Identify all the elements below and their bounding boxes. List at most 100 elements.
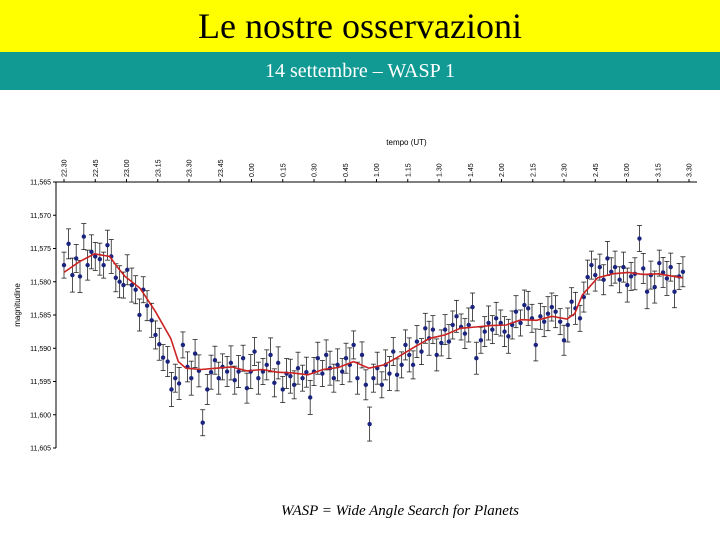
data-point: [462, 331, 468, 336]
data-point: [399, 362, 404, 368]
y-tick-label: 11,580: [30, 279, 51, 286]
data-point: [117, 279, 122, 284]
data-point: [490, 327, 495, 332]
x-tick-label: 3.30: [687, 163, 694, 177]
data-point: [407, 352, 412, 358]
data-point: [113, 275, 119, 280]
data-point: [165, 359, 170, 364]
data-point: [200, 420, 205, 425]
data-point: [454, 314, 459, 319]
data-point: [657, 260, 662, 266]
data-point: [680, 269, 686, 274]
slide-title: Le nostre osservazioni: [198, 6, 522, 46]
data-point: [652, 284, 657, 290]
data-point: [77, 274, 83, 279]
data-point: [307, 395, 313, 400]
x-tick-label: 0.45: [343, 163, 350, 177]
data-point: [216, 375, 221, 381]
data-point: [189, 375, 194, 381]
x-tick-label: 0.30: [312, 163, 319, 177]
data-point: [129, 282, 135, 288]
data-point: [522, 302, 527, 308]
data-point: [212, 358, 218, 363]
data-point: [601, 277, 606, 282]
data-point: [486, 320, 491, 326]
data-point: [70, 272, 75, 278]
data-point: [153, 332, 158, 338]
data-point: [466, 322, 471, 328]
subtitle-band: 14 settembre – WASP 1: [0, 52, 720, 90]
data-point: [73, 256, 79, 261]
data-point: [625, 282, 630, 288]
data-point: [264, 362, 269, 368]
data-point: [621, 264, 626, 270]
data-point: [482, 329, 487, 334]
y-tick-label: 11,585: [30, 313, 51, 320]
data-point: [597, 264, 603, 270]
data-point: [268, 352, 273, 358]
data-point: [137, 312, 142, 318]
y-tick-label: 11,575: [30, 246, 51, 253]
data-point: [343, 356, 349, 361]
data-point: [340, 369, 345, 374]
data-point: [157, 342, 162, 347]
data-point: [628, 274, 634, 279]
data-point: [232, 377, 237, 383]
data-point: [387, 371, 392, 376]
data-point: [672, 289, 677, 294]
x-tick-label: 22.30: [62, 159, 69, 177]
data-point: [612, 264, 618, 270]
title-band: Le nostre osservazioni: [0, 0, 720, 52]
data-point: [403, 342, 408, 348]
data-point: [442, 327, 448, 332]
data-point: [502, 329, 507, 334]
slide-subtitle: 14 settembre – WASP 1: [265, 59, 455, 82]
x-tick-label: 0.00: [249, 163, 256, 177]
data-point: [300, 375, 305, 381]
data-point: [173, 375, 178, 381]
plot-layer: 11,565 11,570 11,575 11,580 11,585 11,590 11,5…: [13, 138, 697, 453]
data-point: [617, 277, 622, 282]
data-point: [97, 256, 103, 262]
data-point: [244, 385, 250, 391]
y-tick-label: 11,565: [30, 180, 51, 187]
data-point: [125, 267, 130, 272]
data-point: [419, 349, 424, 354]
data-point: [105, 242, 110, 248]
data-point: [545, 311, 551, 316]
data-point: [565, 322, 571, 328]
data-point: [367, 421, 372, 427]
data-point: [371, 375, 376, 381]
data-point: [589, 262, 594, 268]
data-point: [291, 382, 297, 388]
data-point: [391, 349, 396, 354]
x-tick-label: 22.45: [93, 159, 100, 177]
data-point: [66, 241, 71, 247]
data-point: [121, 282, 126, 288]
x-tick-label: 2.45: [593, 163, 600, 177]
data-point: [323, 352, 329, 358]
data-point: [660, 270, 666, 275]
data-point: [315, 356, 321, 361]
data-point: [561, 338, 567, 343]
data-point: [569, 299, 574, 304]
y-tick-label: 11,595: [30, 379, 51, 386]
data-point: [513, 309, 519, 314]
light-curve-chart: 11,565 11,570 11,575 11,580 11,585 11,590 11,5…: [13, 138, 697, 453]
y-tick-label: 11,600: [30, 412, 51, 419]
x-tick-label: 23.00: [124, 159, 131, 177]
data-point: [434, 352, 439, 358]
moving-average-line: [63, 252, 684, 376]
data-point: [351, 342, 356, 348]
data-point: [256, 375, 261, 381]
data-point: [518, 320, 523, 326]
data-point: [295, 366, 301, 371]
data-point: [205, 387, 210, 392]
data-point: [331, 375, 337, 381]
x-tick-label: 2.15: [530, 163, 537, 177]
data-point: [506, 334, 511, 339]
data-point: [379, 382, 385, 388]
data-point: [89, 249, 94, 255]
y-tick-label: 11,605: [30, 446, 51, 453]
data-point: [498, 320, 503, 326]
